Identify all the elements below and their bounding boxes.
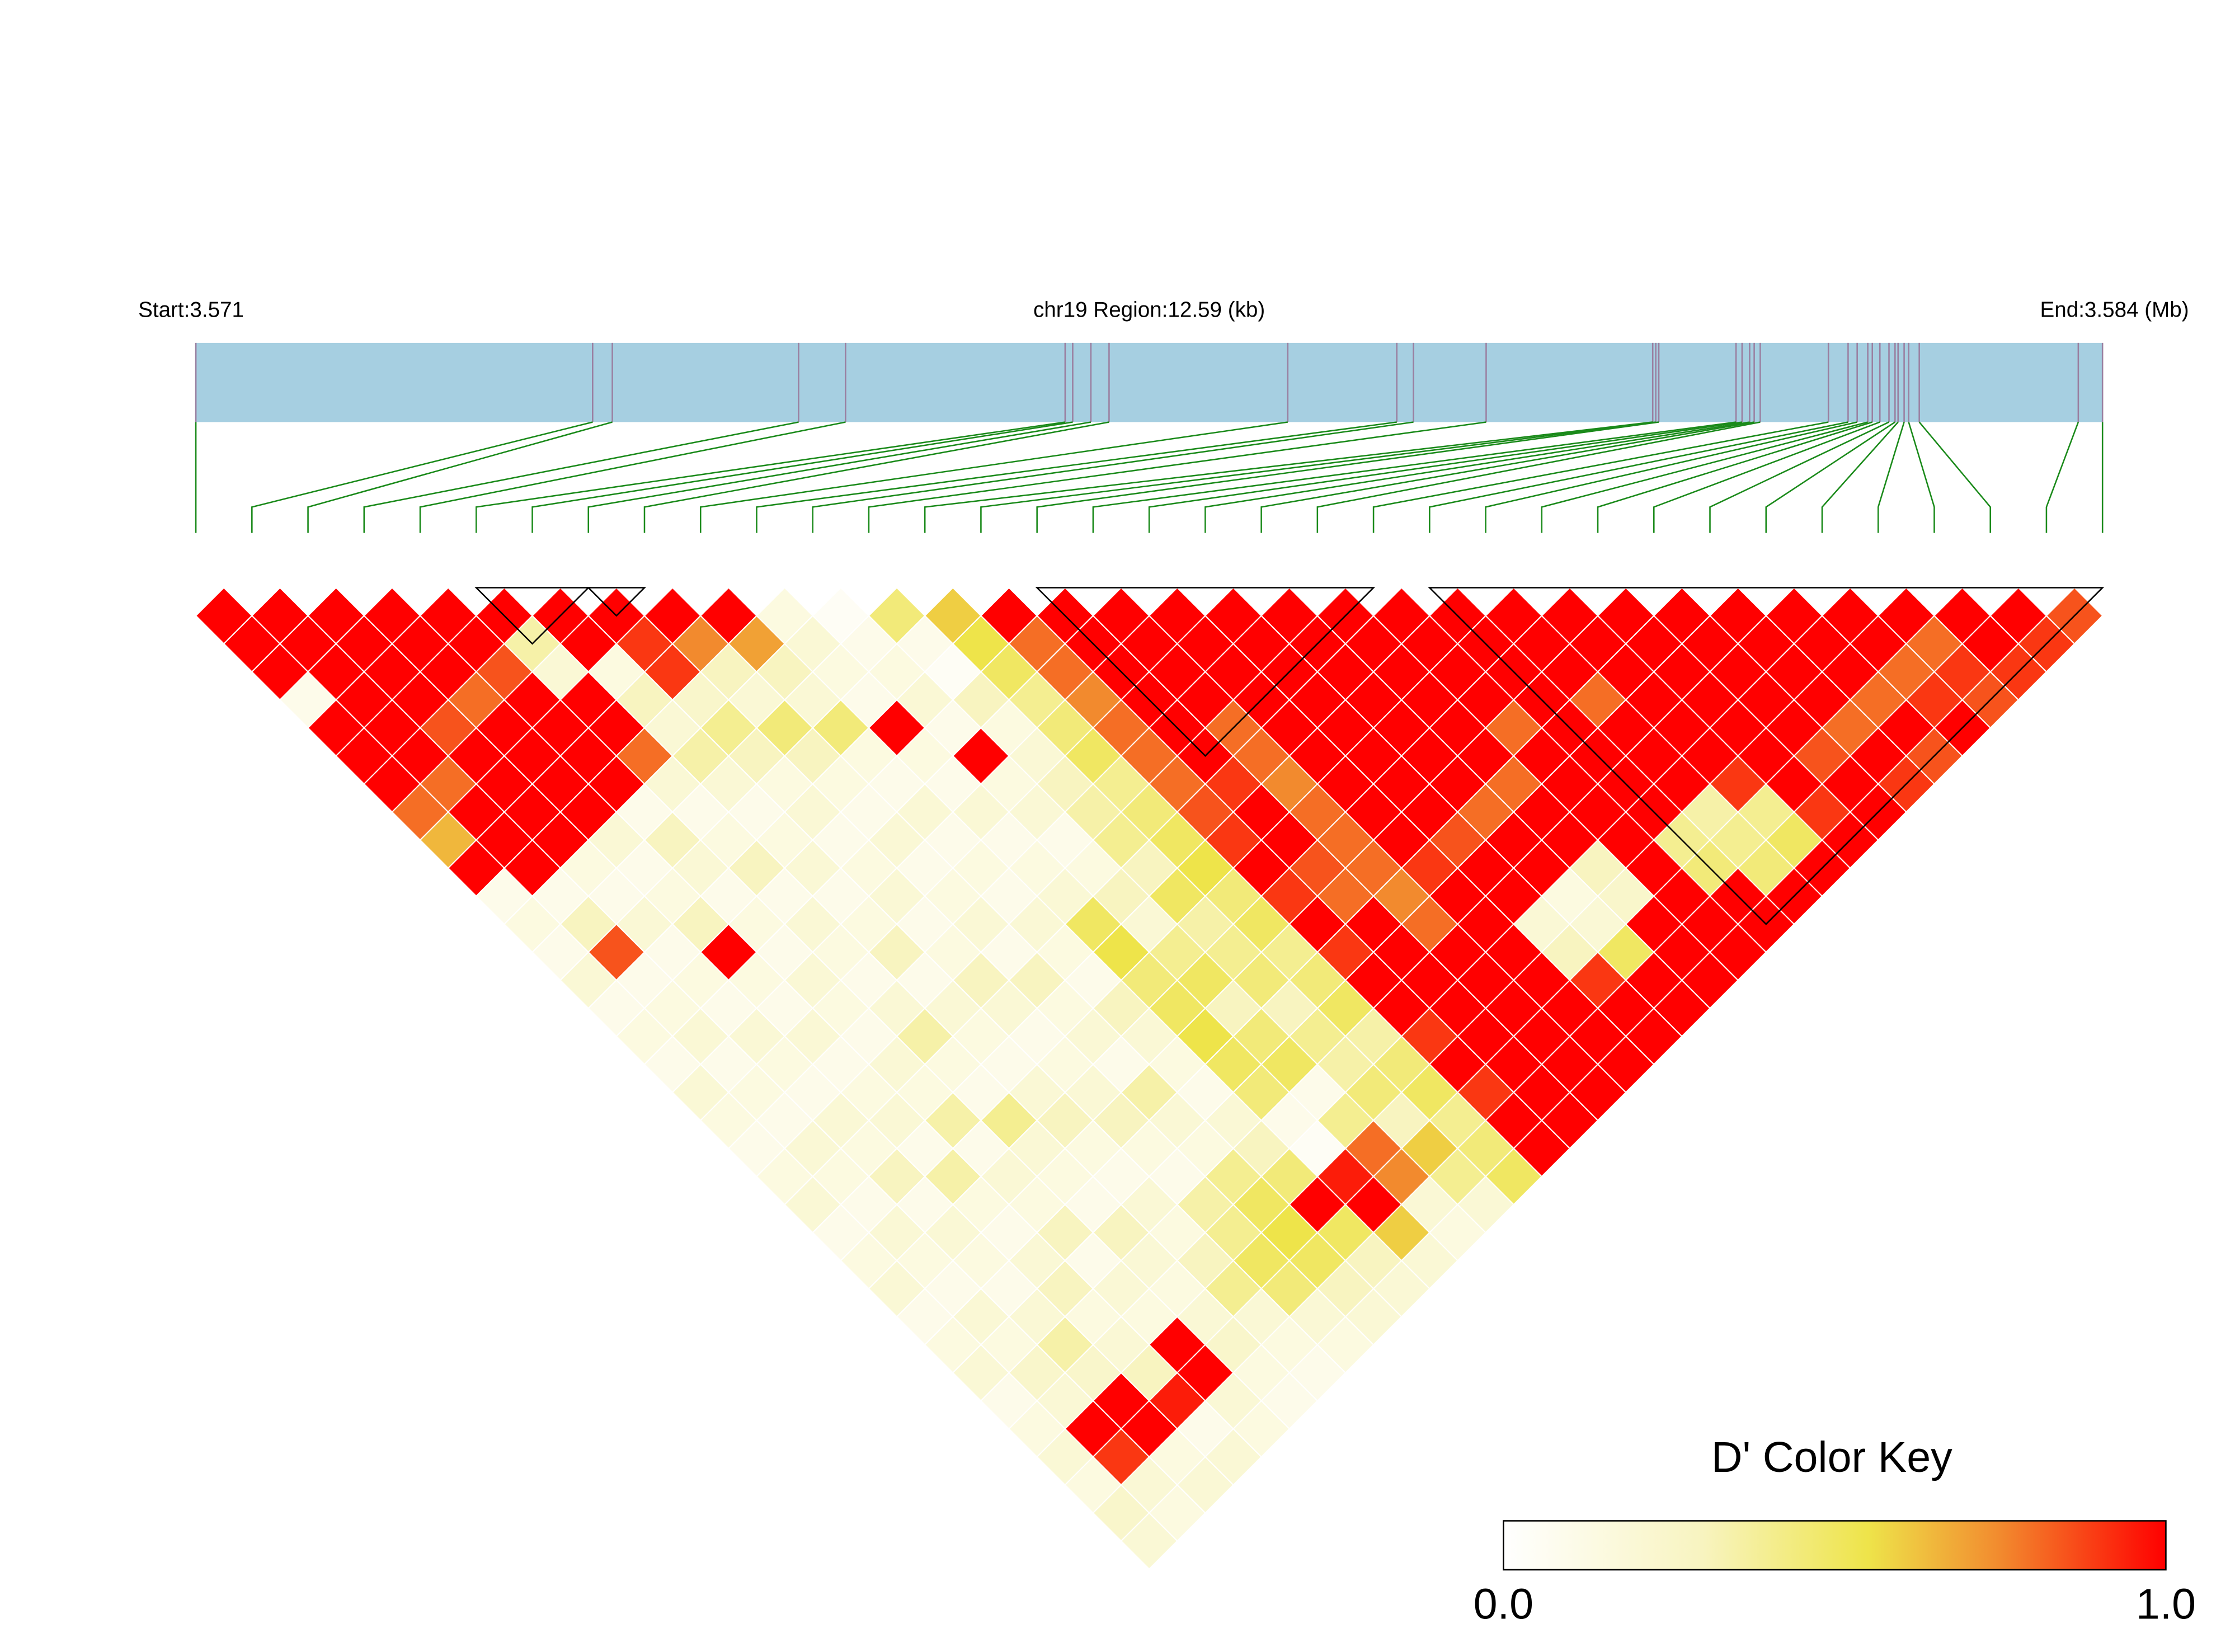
region-bar — [196, 342, 2103, 422]
region-label: chr19 Region:12.59 (kb) — [1033, 298, 1265, 322]
ld-block — [1428, 587, 2105, 925]
snp-link — [1316, 421, 1761, 533]
snp-link — [1908, 422, 1935, 533]
start-label: Start:3.571 — [138, 298, 244, 322]
snp-link — [1765, 421, 1896, 533]
snp-link — [1148, 421, 1743, 533]
snp-link — [251, 421, 593, 533]
snp-link — [699, 421, 1288, 533]
colorbar-title: D' Color Key — [1711, 1433, 1952, 1481]
ld-block — [586, 587, 647, 617]
snp-link — [1372, 421, 1829, 533]
snp-link — [1260, 421, 1754, 533]
snp-link — [587, 421, 1091, 533]
snp-link — [1092, 421, 1737, 533]
snp-link — [1877, 422, 1905, 533]
ld-block — [1035, 587, 1376, 757]
snp-link — [475, 421, 1066, 533]
snp-link — [1541, 421, 1868, 533]
snp-link — [643, 421, 1109, 533]
snp-link — [531, 421, 1073, 533]
snp-link — [1204, 421, 1750, 533]
snp-link — [1821, 421, 1899, 533]
snp-link — [1653, 421, 1880, 533]
colorbar-tick-label: 0.0 — [1474, 1580, 1533, 1629]
colorbar — [1503, 1520, 2167, 1571]
snp-link — [307, 421, 613, 533]
snp-link — [363, 421, 799, 533]
snp-link — [980, 421, 1656, 533]
snp-link — [812, 421, 1414, 533]
snp-link — [1597, 421, 1873, 533]
ld-block — [474, 587, 590, 645]
snp-link — [1918, 421, 1991, 533]
snp-link — [924, 421, 1653, 533]
snp-link — [419, 421, 846, 533]
snp-link — [756, 421, 1397, 533]
end-label: End:3.584 (Mb) — [2040, 298, 2189, 322]
snp-link — [1709, 421, 1890, 533]
colorbar-tick-label: 1.0 — [2136, 1580, 2196, 1629]
snp-link — [1036, 421, 1659, 533]
snp-link — [1429, 421, 1848, 533]
snp-link — [2045, 422, 2079, 533]
snp-link — [868, 421, 1486, 533]
snp-link — [1485, 421, 1857, 533]
